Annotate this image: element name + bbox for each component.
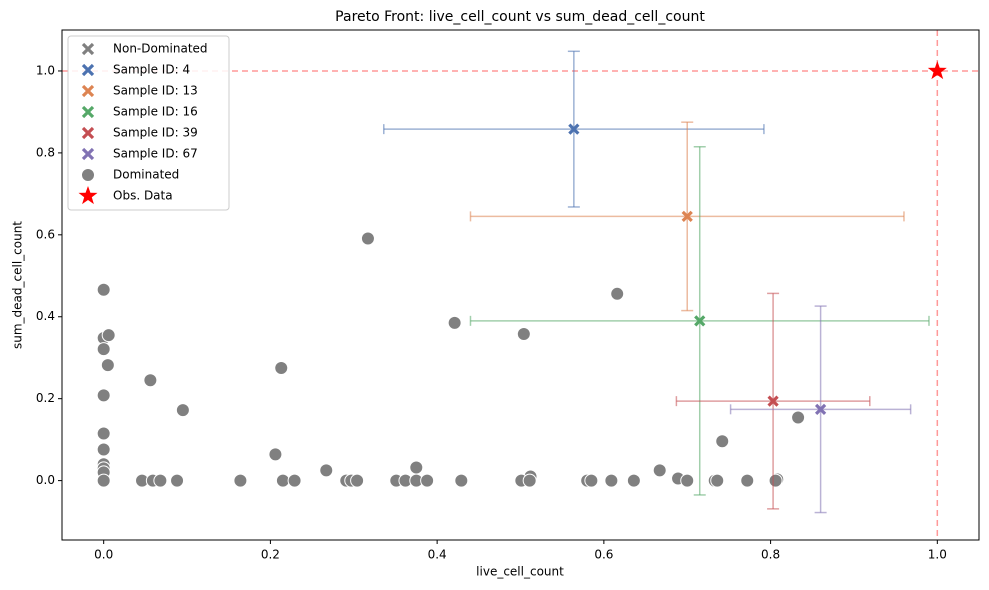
point bbox=[360, 231, 375, 246]
legend-label: Non-Dominated bbox=[113, 42, 208, 56]
star-point bbox=[927, 61, 947, 80]
x-marker bbox=[694, 315, 706, 327]
legend-box bbox=[67, 35, 230, 211]
point bbox=[100, 358, 115, 373]
point bbox=[454, 473, 469, 488]
x-marker bbox=[814, 403, 827, 415]
x-marker bbox=[767, 395, 779, 407]
point bbox=[275, 473, 290, 488]
point bbox=[143, 373, 158, 388]
point bbox=[153, 473, 168, 488]
point bbox=[175, 403, 190, 418]
point bbox=[791, 410, 806, 425]
point bbox=[96, 342, 111, 357]
legend-label: Obs. Data bbox=[113, 189, 173, 203]
point bbox=[233, 473, 248, 488]
y-tick-label: 0.6 bbox=[36, 227, 55, 241]
point bbox=[715, 434, 730, 449]
x-axis-label: live_cell_count bbox=[476, 565, 564, 579]
point bbox=[170, 473, 185, 488]
point bbox=[626, 473, 641, 488]
point bbox=[268, 447, 283, 462]
x-marker bbox=[681, 210, 693, 223]
legend-marker bbox=[78, 186, 98, 205]
x-marker bbox=[81, 63, 95, 77]
point bbox=[101, 328, 116, 343]
legend-label: Sample ID: 39 bbox=[113, 126, 198, 140]
x-marker bbox=[81, 42, 95, 56]
point bbox=[96, 473, 111, 488]
y-tick-label: 0.0 bbox=[36, 473, 55, 487]
legend-marker bbox=[81, 168, 95, 182]
point bbox=[350, 473, 365, 488]
x-tick-label: 1.0 bbox=[928, 548, 947, 562]
legend-label: Sample ID: 4 bbox=[113, 63, 190, 77]
point bbox=[274, 360, 289, 375]
x-tick-label: 0.8 bbox=[761, 548, 780, 562]
chart-title: Pareto Front: live_cell_count vs sum_dea… bbox=[335, 9, 705, 25]
x-tick-label: 0.4 bbox=[428, 548, 447, 562]
point bbox=[652, 463, 667, 478]
point bbox=[319, 463, 334, 478]
point bbox=[96, 426, 111, 441]
point bbox=[420, 473, 435, 488]
x-marker bbox=[568, 123, 580, 135]
point bbox=[409, 460, 424, 475]
y-tick-label: 1.0 bbox=[36, 63, 55, 77]
point bbox=[610, 286, 625, 301]
y-axis-label: sum_dead_cell_count bbox=[11, 221, 25, 349]
legend-label: Dominated bbox=[113, 168, 179, 182]
x-tick-label: 0.0 bbox=[94, 548, 113, 562]
x-marker bbox=[81, 147, 95, 161]
x-marker bbox=[81, 105, 95, 119]
point bbox=[522, 473, 537, 488]
point bbox=[584, 473, 599, 488]
point bbox=[710, 473, 725, 488]
x-marker bbox=[81, 84, 95, 98]
plot-frame bbox=[61, 29, 980, 541]
x-tick-label: 0.6 bbox=[594, 548, 613, 562]
point bbox=[447, 315, 462, 330]
x-tick-label: 0.2 bbox=[261, 548, 280, 562]
plot-area bbox=[62, 30, 979, 540]
point bbox=[96, 282, 111, 297]
point bbox=[96, 388, 111, 403]
y-tick-label: 0.4 bbox=[36, 309, 55, 323]
legend-label: Sample ID: 13 bbox=[113, 84, 198, 98]
point bbox=[680, 473, 695, 488]
y-tick-label: 0.8 bbox=[36, 145, 55, 159]
point bbox=[740, 473, 755, 488]
y-tick-label: 0.2 bbox=[36, 391, 55, 405]
point bbox=[516, 326, 531, 341]
point bbox=[287, 473, 302, 488]
point bbox=[604, 473, 619, 488]
legend-label: Sample ID: 16 bbox=[113, 105, 198, 119]
point bbox=[768, 473, 783, 488]
legend-label: Sample ID: 67 bbox=[113, 147, 198, 161]
x-marker bbox=[81, 126, 95, 140]
point bbox=[96, 442, 111, 457]
